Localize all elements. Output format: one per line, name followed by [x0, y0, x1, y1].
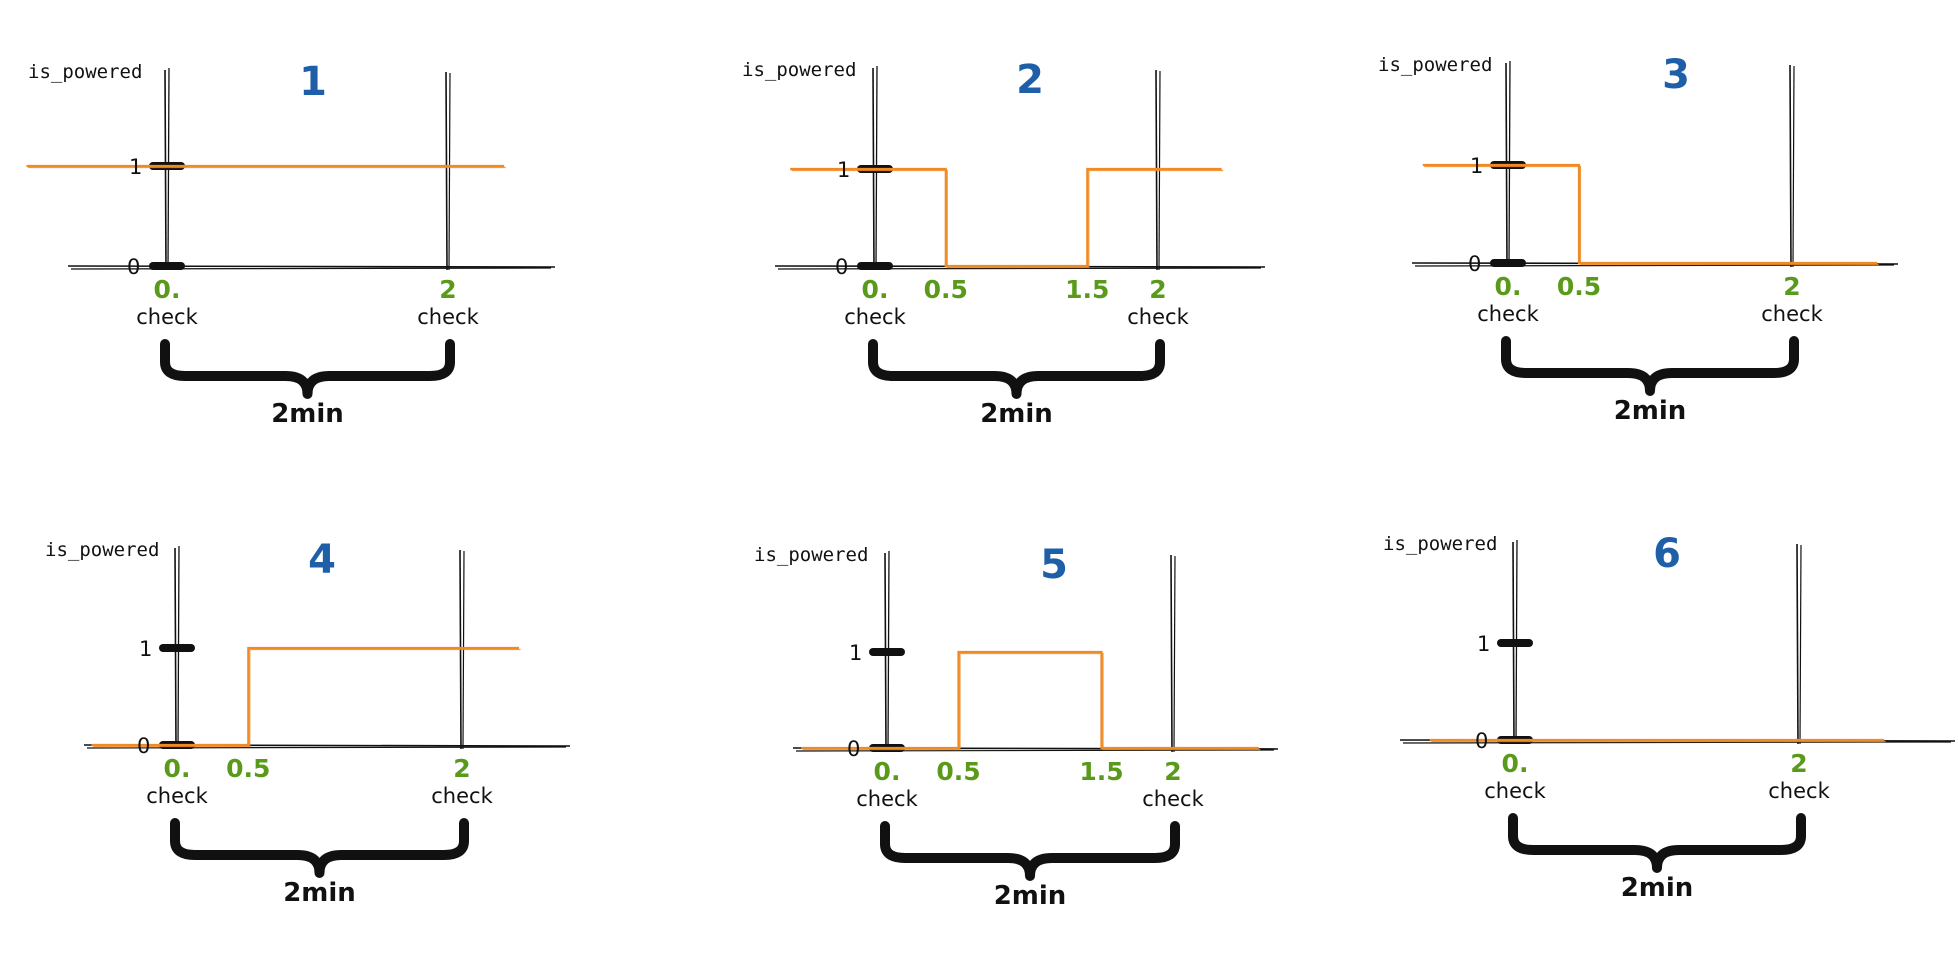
y-tick-label-0: 0 [137, 734, 150, 758]
y-tick-label-0: 0 [127, 255, 140, 279]
x-tick-label: 0. [1495, 272, 1522, 301]
x-tick-label: 2 [439, 275, 456, 304]
time-axis [70, 267, 552, 270]
duration-label: 2min [980, 399, 1053, 429]
x-tick-label: 1.5 [1065, 275, 1109, 304]
y-axis-label: is_powered [45, 539, 159, 561]
y-tick-label-0: 0 [835, 255, 848, 279]
check-label: check [431, 784, 493, 808]
check-line-end [1789, 64, 1792, 268]
x-tick-label: 2 [1783, 272, 1800, 301]
check-line-end [1170, 554, 1173, 753]
check-label: check [136, 305, 198, 329]
x-tick-label: 0.5 [1557, 272, 1601, 301]
time-axis [67, 265, 556, 268]
check-label: check [1768, 779, 1830, 803]
x-tick-label: 0.5 [936, 757, 980, 786]
interval-brace [1501, 336, 1799, 396]
check-label: check [856, 787, 918, 811]
duration-label: 2min [994, 881, 1067, 911]
check-line-end [445, 71, 448, 271]
duration-label: 2min [1621, 873, 1694, 903]
x-tick-label: 2 [1164, 757, 1181, 786]
check-line-end [1792, 65, 1795, 268]
x-tick-label: 2 [453, 754, 470, 783]
y-tick-label-1: 1 [849, 641, 862, 665]
duration-label: 2min [271, 399, 344, 429]
check-label: check [1127, 305, 1189, 329]
signal-line [801, 650, 1259, 750]
interval-brace [160, 339, 455, 399]
interval-brace [1508, 813, 1806, 873]
y-tick-label-1: 1 [1470, 154, 1483, 178]
check-label: check [1484, 779, 1546, 803]
panel-number: 3 [1662, 52, 1690, 98]
signal-line [802, 652, 1261, 751]
y-tick-label-0: 0 [1468, 252, 1481, 276]
check-label: check [146, 784, 208, 808]
panel-number: 6 [1653, 531, 1681, 577]
time-axis [1402, 741, 1952, 744]
x-tick-label: 0. [154, 275, 181, 304]
x-tick-label: 2 [1790, 749, 1807, 778]
signal-line [790, 167, 1222, 268]
check-label: check [1761, 302, 1823, 326]
x-tick-label: 0. [862, 275, 889, 304]
y-axis-label: is_powered [742, 59, 856, 81]
time-axis [795, 749, 1275, 752]
y-tick-label-1: 1 [129, 155, 142, 179]
check-line-end [1796, 543, 1799, 745]
panel-number: 2 [1016, 57, 1044, 103]
signal-line [791, 169, 1224, 269]
x-tick-label: 2 [1149, 275, 1166, 304]
check-line-end [1173, 555, 1176, 753]
x-tick-label: 0. [874, 757, 901, 786]
signal-line [1422, 163, 1878, 265]
panel-number: 1 [299, 59, 327, 105]
time-axis [777, 267, 1262, 270]
interval-brace [170, 818, 469, 878]
x-tick-label: 0.5 [924, 275, 968, 304]
y-axis-label: is_powered [1383, 533, 1497, 555]
y-axis-label: is_powered [754, 544, 868, 566]
x-tick-label: 0. [164, 754, 191, 783]
y-axis-label: is_powered [28, 61, 142, 83]
check-label: check [417, 305, 479, 329]
time-axis [1414, 264, 1895, 267]
check-label: check [1142, 787, 1204, 811]
signal-line [91, 646, 519, 747]
x-tick-label: 0.5 [226, 754, 270, 783]
duration-label: 2min [1614, 396, 1687, 426]
panel-number: 5 [1040, 542, 1068, 588]
interval-brace [868, 339, 1165, 399]
check-line-end [448, 72, 451, 271]
y-axis-label: is_powered [1378, 54, 1492, 76]
y-tick-label-0: 0 [847, 737, 860, 761]
check-line-end [1799, 544, 1802, 745]
y-tick-label-1: 1 [837, 158, 850, 182]
signal-line [1424, 165, 1879, 266]
duration-label: 2min [283, 878, 356, 908]
panel-number: 4 [308, 537, 336, 583]
check-label: check [844, 305, 906, 329]
interval-brace [880, 821, 1180, 881]
y-tick-label-1: 1 [139, 637, 152, 661]
check-label: check [1477, 302, 1539, 326]
x-tick-label: 0. [1502, 749, 1529, 778]
x-tick-label: 1.5 [1079, 757, 1123, 786]
time-axis [86, 746, 567, 749]
y-tick-label-0: 0 [1475, 729, 1488, 753]
y-tick-label-1: 1 [1477, 632, 1490, 656]
signal-line [93, 648, 521, 748]
